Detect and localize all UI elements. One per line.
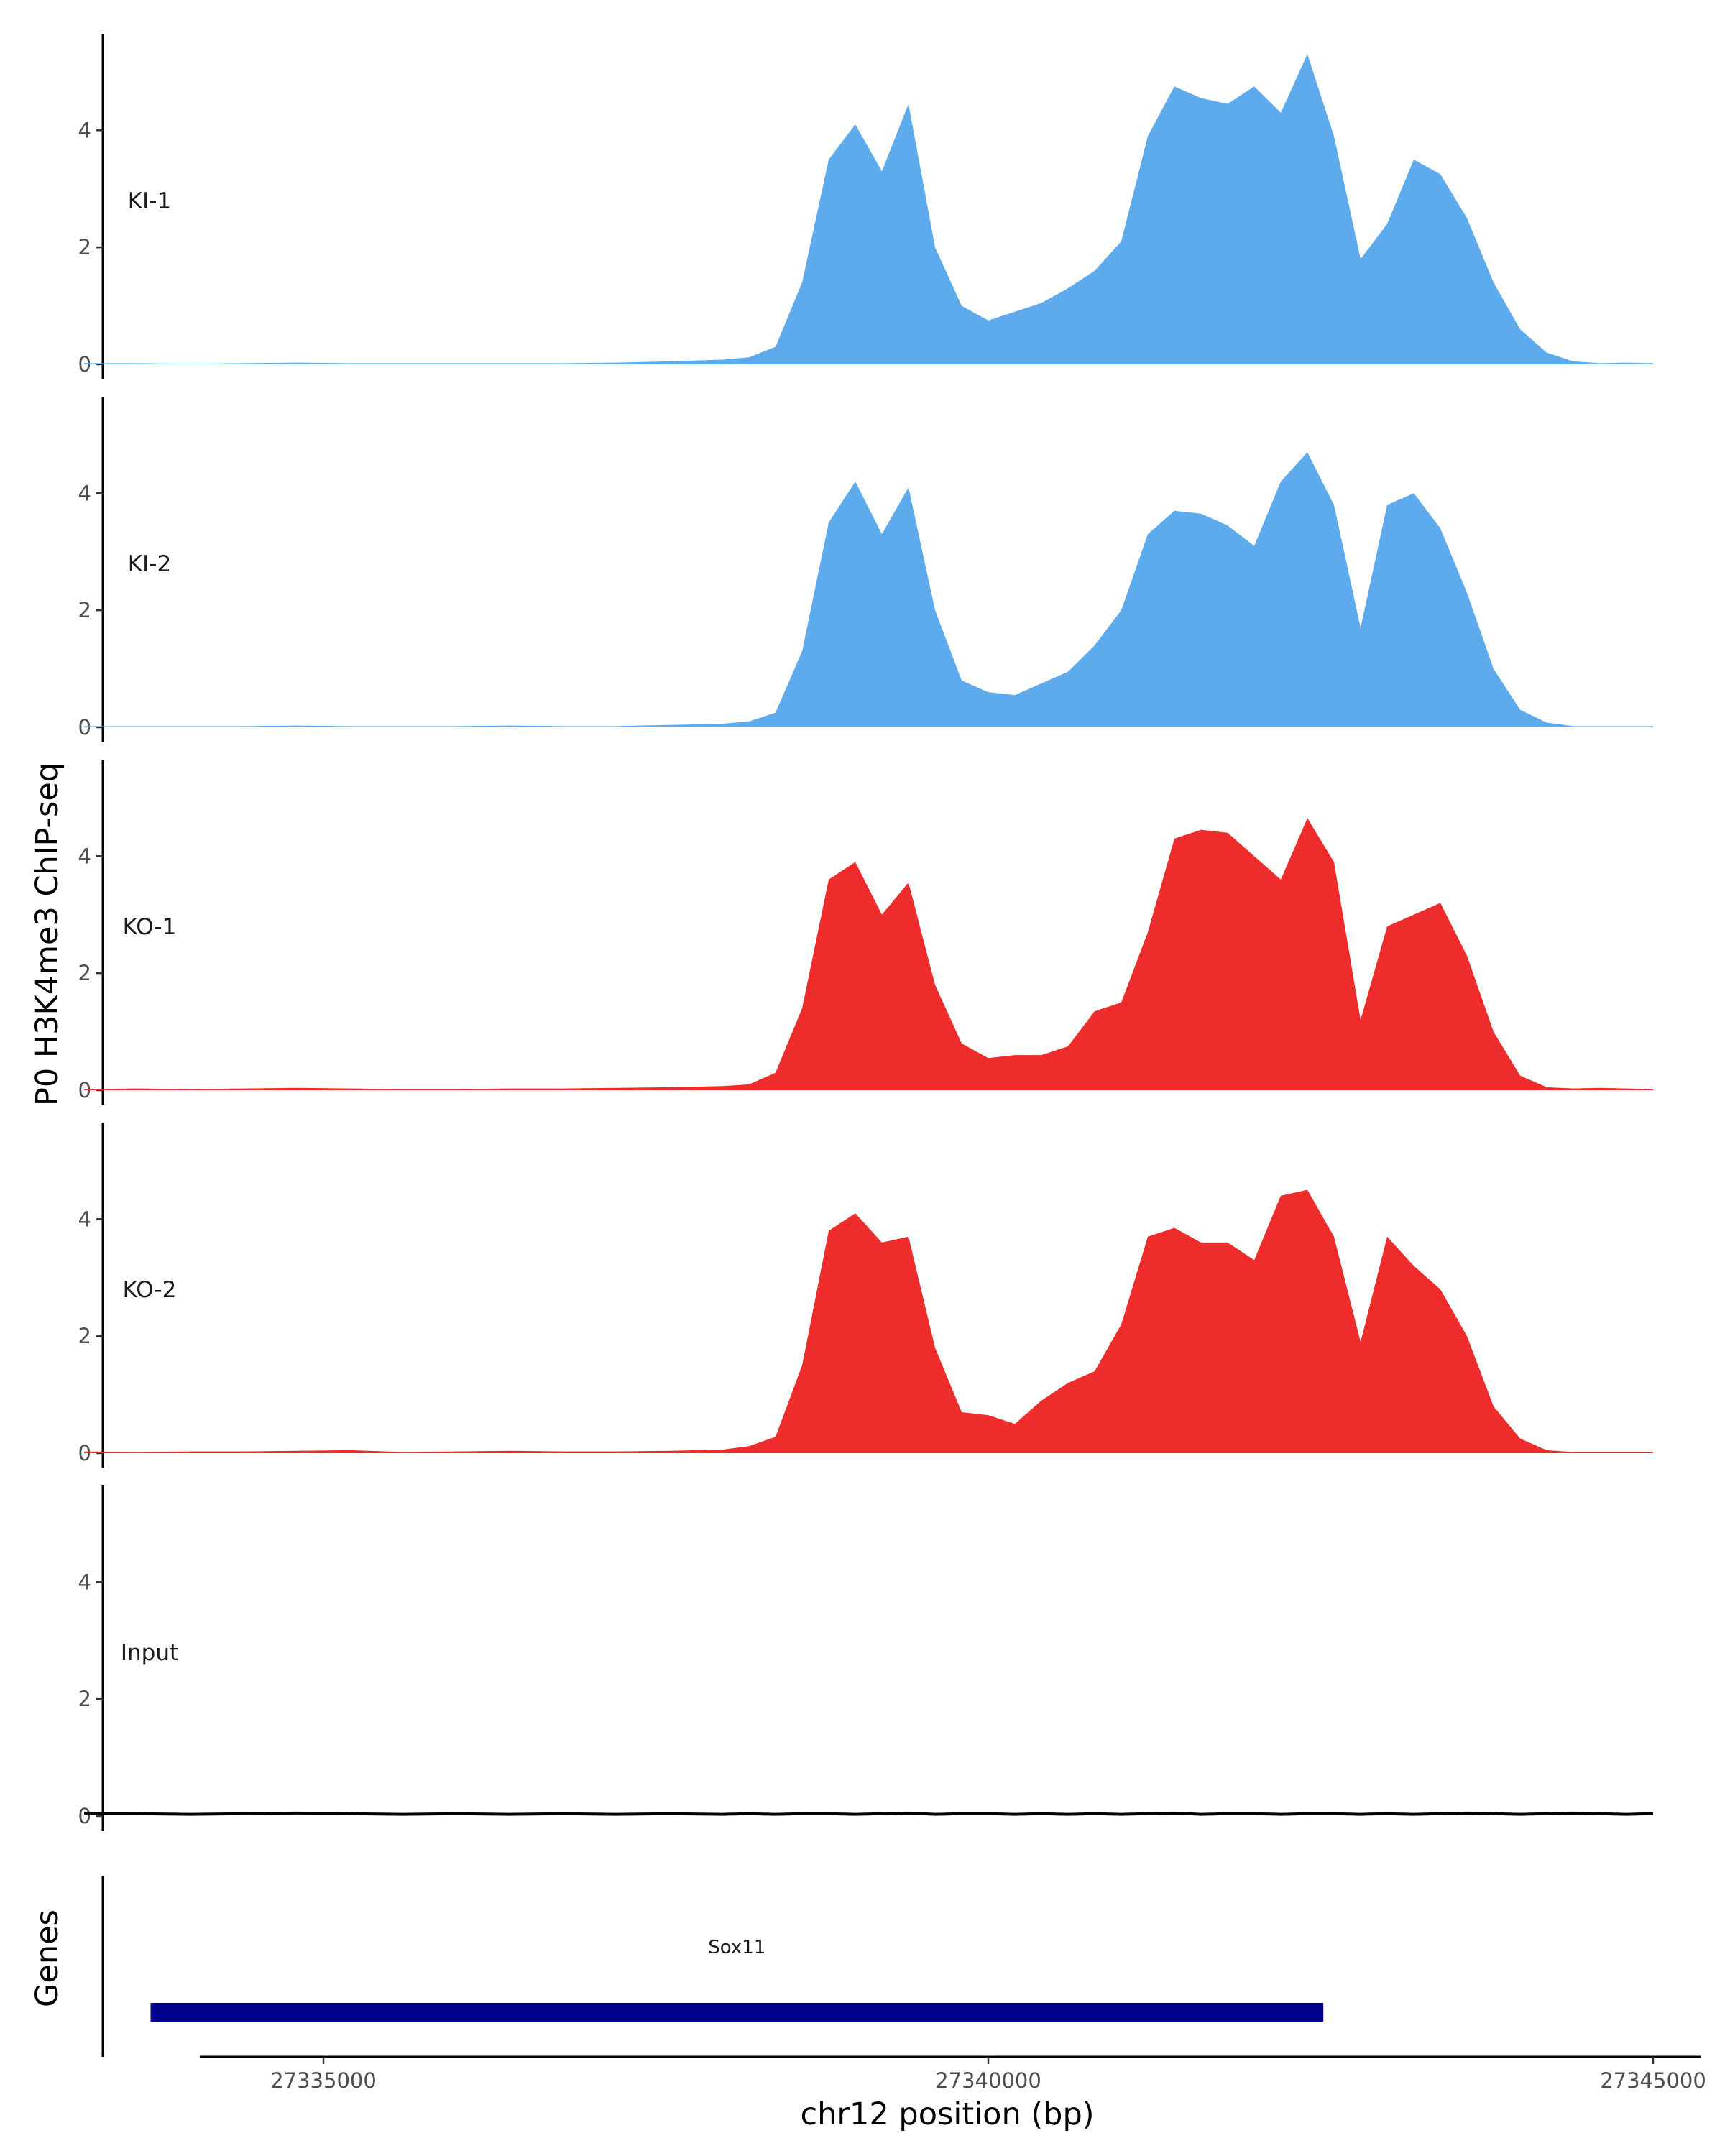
y-tick-label: 2 xyxy=(78,235,91,259)
y-tick-label: 4 xyxy=(78,118,91,142)
x-axis: 27335000 27340000 27345000 xyxy=(200,2055,1706,2093)
y-tick-label: 0 xyxy=(78,1804,91,1828)
signal-line xyxy=(83,1811,1654,1816)
y-tick-label: 4 xyxy=(78,1207,91,1231)
track-label: KO-1 xyxy=(123,914,177,940)
signal-area xyxy=(84,818,1653,1090)
x-tick-label: 27335000 xyxy=(270,2068,377,2093)
track-label: KO-2 xyxy=(123,1277,177,1303)
y-axis-title: P0 H3K4me3 ChIP-seq xyxy=(29,763,65,1106)
y-tick-label: 4 xyxy=(78,481,91,505)
track-input: 0 2 4 Input xyxy=(78,1485,1654,1831)
y-tick-label: 2 xyxy=(78,598,91,622)
track-label: Input xyxy=(121,1640,178,1666)
y-tick-label: 4 xyxy=(78,1570,91,1594)
y-tick-label: 4 xyxy=(78,844,91,868)
x-tick-label: 27340000 xyxy=(935,2068,1041,2093)
gene-annotation-panel: Sox11 xyxy=(101,1876,1324,2057)
y-tick-label: 2 xyxy=(78,1687,91,1711)
gene-label: Sox11 xyxy=(708,1937,765,1958)
x-axis-title: chr12 position (bp) xyxy=(800,2096,1094,2132)
y-tick-label: 2 xyxy=(78,1324,91,1348)
gene-bar xyxy=(150,2003,1324,2022)
signal-area xyxy=(84,452,1653,727)
genes-axis-title: Genes xyxy=(29,1909,65,2007)
signal-area xyxy=(84,1189,1653,1453)
y-tick-label: 2 xyxy=(78,961,91,985)
signal-area xyxy=(84,54,1653,365)
track-label: KI-2 xyxy=(128,551,171,577)
x-tick-label: 27345000 xyxy=(1600,2068,1706,2093)
track-label: KI-1 xyxy=(128,188,171,214)
